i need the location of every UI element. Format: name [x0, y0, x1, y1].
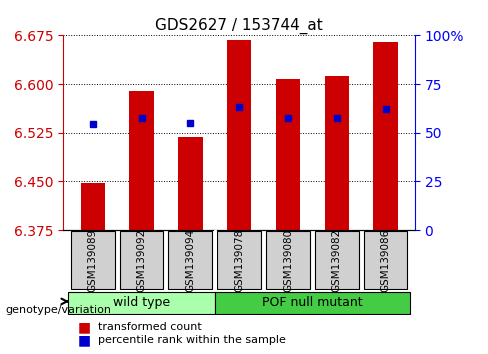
Text: GSM139094: GSM139094 — [185, 229, 195, 292]
FancyBboxPatch shape — [168, 231, 212, 289]
FancyBboxPatch shape — [217, 231, 261, 289]
Text: GSM139089: GSM139089 — [88, 229, 98, 292]
Text: GSM139078: GSM139078 — [234, 229, 244, 292]
Text: ■: ■ — [78, 320, 91, 335]
Bar — [325, 76, 349, 230]
Text: GSM139092: GSM139092 — [137, 229, 146, 292]
FancyBboxPatch shape — [215, 292, 410, 314]
FancyBboxPatch shape — [68, 292, 215, 314]
Bar — [227, 40, 251, 230]
FancyBboxPatch shape — [364, 231, 407, 289]
Text: POF null mutant: POF null mutant — [262, 296, 363, 309]
Text: genotype/variation: genotype/variation — [5, 305, 111, 315]
Bar — [81, 183, 105, 230]
Bar — [276, 79, 300, 230]
Text: transformed count: transformed count — [98, 322, 202, 332]
FancyBboxPatch shape — [266, 231, 310, 289]
Text: GSM139082: GSM139082 — [332, 229, 342, 292]
Title: GDS2627 / 153744_at: GDS2627 / 153744_at — [155, 18, 323, 34]
Text: GSM139086: GSM139086 — [381, 229, 390, 292]
Text: wild type: wild type — [113, 296, 170, 309]
Text: percentile rank within the sample: percentile rank within the sample — [98, 335, 285, 345]
Bar — [373, 42, 398, 230]
FancyBboxPatch shape — [120, 231, 163, 289]
Bar — [178, 137, 203, 230]
Bar — [129, 91, 154, 230]
Text: GSM139080: GSM139080 — [283, 229, 293, 292]
FancyBboxPatch shape — [71, 231, 115, 289]
Text: ■: ■ — [78, 333, 91, 347]
FancyBboxPatch shape — [315, 231, 359, 289]
